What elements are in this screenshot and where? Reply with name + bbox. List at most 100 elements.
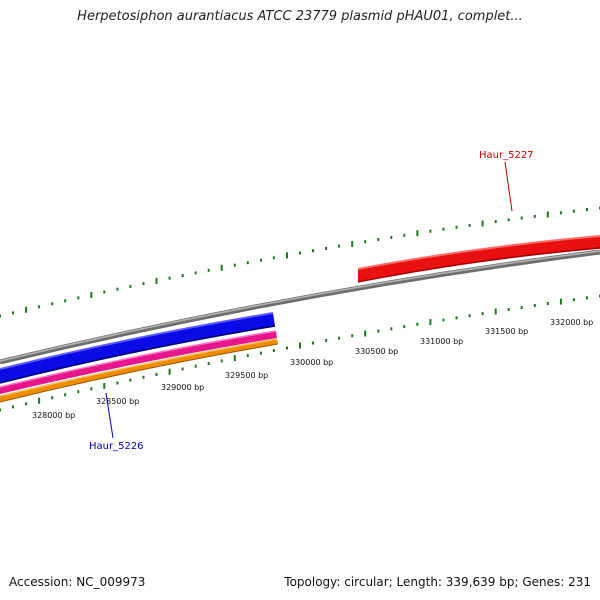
minor-tick [351,334,354,338]
scale-label-331000: 331000 bp [420,337,463,346]
major-tick [429,319,432,326]
minor-tick [0,408,1,412]
minor-tick [546,302,549,305]
minor-tick [168,276,171,280]
major-tick [38,397,41,404]
minor-tick [220,359,223,363]
minor-tick [507,218,510,222]
minor-tick [155,373,158,376]
minor-tick [286,346,288,350]
minor-tick [533,304,536,307]
scale-labels: 328000 bp 328500 bp 329000 bp 329500 bp … [32,318,593,420]
minor-tick [429,229,432,233]
minor-tick [481,312,484,316]
map-title: Herpetosiphon aurantiacus ATCC 23779 pla… [77,9,523,24]
minor-tick [181,274,184,277]
minor-tick [64,393,67,397]
major-tick [416,230,419,237]
major-tick [351,240,354,247]
minor-tick [207,268,210,272]
minor-tick [533,214,536,218]
scale-label-330500: 330500 bp [355,347,398,356]
minor-tick [364,240,367,244]
minor-tick [572,209,575,213]
minor-tick [468,314,471,318]
minor-tick [390,327,393,331]
gene-label-haur-5227[interactable]: Haur_5227 [479,150,534,161]
scale-label-329000: 329000 bp [161,383,204,392]
major-tick [559,298,562,305]
minor-tick [12,405,14,409]
minor-tick [129,284,132,288]
major-tick [155,277,158,284]
minor-tick [403,233,406,237]
minor-tick [194,364,197,368]
minor-tick [507,308,510,311]
minor-tick [246,354,249,358]
minor-tick [64,299,67,303]
minor-tick [520,306,523,309]
minor-tick [259,258,262,262]
minor-tick [312,341,314,345]
scale-label-329500: 329500 bp [225,371,268,380]
minor-tick [0,314,1,318]
major-tick [220,264,223,271]
gene-pink-feature[interactable] [0,330,277,394]
backbone-line [0,249,600,365]
minor-tick [455,225,458,229]
major-tick [481,220,484,227]
minor-tick [142,375,145,379]
minor-tick [377,329,380,333]
accession-text: Accession: NC_009973 [9,575,146,589]
minor-tick [181,367,184,371]
minor-tick [38,305,41,309]
gene-orange-feature[interactable] [0,338,279,403]
minor-tick [194,271,197,275]
scale-label-330000: 330000 bp [290,358,333,367]
minor-tick [129,378,132,382]
gene-label-haur-5226[interactable]: Haur_5226 [89,441,144,452]
minor-tick [442,318,445,322]
minor-tick [25,402,28,406]
minor-tick [233,263,236,267]
gene-haur-5226-leader [105,392,114,439]
minor-tick [455,316,458,320]
minor-tick [325,339,328,343]
gene-haur-5227-leader [504,161,513,212]
minor-tick [494,220,497,224]
minor-tick [377,238,380,241]
scale-label-328500: 328500 bp [96,397,139,406]
gene-haur-5227-feature[interactable] [357,235,600,283]
minor-tick [572,298,575,302]
major-tick [364,330,367,337]
minor-tick [520,216,523,220]
minor-tick [325,246,328,250]
major-tick [90,291,93,298]
inner-tick-track [0,294,600,412]
major-tick [168,368,171,375]
minor-tick [207,362,210,365]
minor-tick [142,282,145,286]
minor-tick [559,211,562,215]
minor-tick [12,311,14,315]
minor-tick [259,351,262,355]
minor-tick [468,223,471,227]
major-tick [494,308,497,315]
minor-tick [390,235,393,239]
minor-tick [51,302,54,306]
minor-tick [442,227,445,231]
minor-tick [77,390,80,394]
major-tick [25,306,28,313]
major-tick [546,211,549,218]
minor-tick [90,387,93,391]
major-tick [286,252,288,259]
gene-haur-5226-feature[interactable] [0,312,276,384]
major-tick [233,355,236,362]
minor-tick [586,208,588,212]
minor-tick [103,290,106,294]
major-tick [299,342,301,349]
scale-label-328000: 328000 bp [32,411,75,420]
minor-tick [116,381,119,385]
minor-tick [586,296,588,300]
minor-tick [116,287,119,291]
